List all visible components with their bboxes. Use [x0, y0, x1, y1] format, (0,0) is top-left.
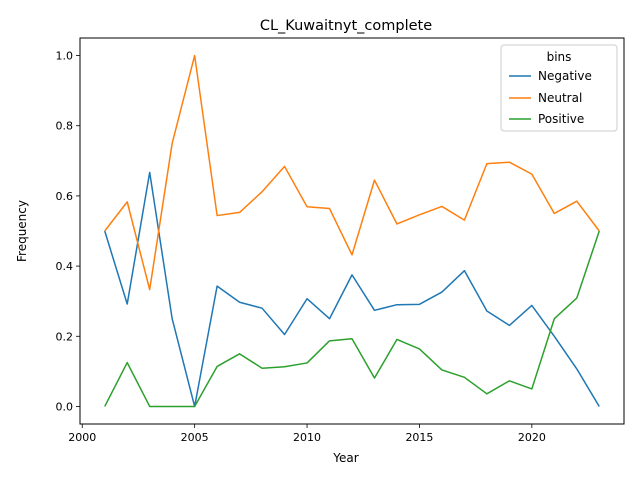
- y-tick-label: 1.0: [56, 50, 74, 63]
- legend-title: bins: [547, 50, 572, 64]
- y-tick-label: 0.6: [56, 190, 74, 203]
- legend-label-negative: Negative: [538, 69, 592, 83]
- x-axis-ticks: 2000 2005 2010 2015 2020: [68, 424, 546, 444]
- x-tick-label: 2010: [293, 431, 321, 444]
- plot-frame: [79, 37, 625, 425]
- legend-label-positive: Positive: [538, 112, 584, 126]
- legend-label-neutral: Neutral: [538, 91, 582, 105]
- series-line-positive: [104, 230, 600, 408]
- chart-title: CL_Kuwaitnyt_complete: [260, 18, 432, 34]
- series-line-negative: [104, 171, 600, 408]
- x-tick-label: 2015: [405, 431, 433, 444]
- y-tick-label: 0.8: [56, 120, 74, 133]
- plot-lines: [104, 54, 600, 408]
- legend-box: [500, 44, 618, 132]
- series-line-neutral: [104, 54, 600, 291]
- y-tick-label: 0.2: [56, 330, 74, 343]
- x-axis-label: Year: [332, 451, 358, 465]
- x-tick-label: 2000: [68, 431, 96, 444]
- x-tick-label: 2020: [518, 431, 546, 444]
- legend: bins Negative Neutral Positive: [500, 44, 618, 132]
- y-axis-label: Frequency: [15, 200, 29, 262]
- y-axis-ticks: 0.0 0.2 0.4 0.6 0.8 1.0: [56, 50, 80, 413]
- x-tick-label: 2005: [181, 431, 209, 444]
- y-tick-label: 0.4: [56, 260, 74, 273]
- y-tick-label: 0.0: [56, 400, 74, 413]
